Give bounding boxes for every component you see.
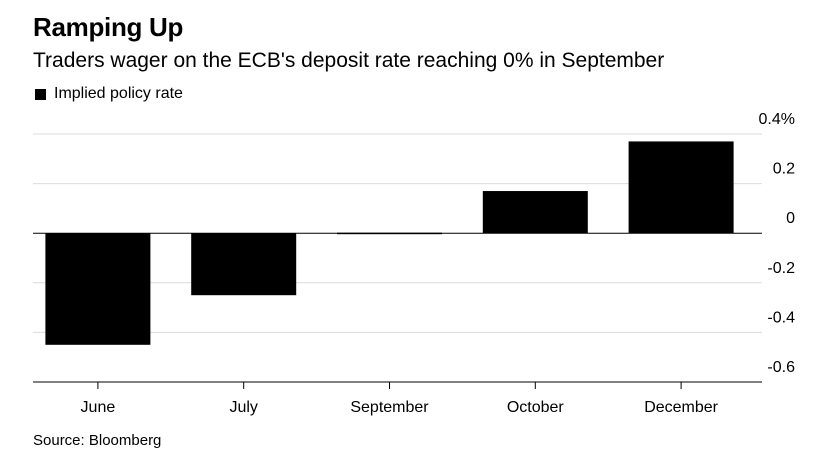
- chart-title: Ramping Up: [33, 12, 184, 42]
- x-tick-label: June: [81, 399, 116, 416]
- y-tick-label: -0.4: [767, 309, 795, 326]
- y-axis: 0.4% 0.2 0 -0.2 -0.4 -0.6: [759, 111, 796, 376]
- x-tick-label: July: [229, 399, 257, 416]
- x-tick-label: December: [644, 399, 718, 416]
- chart-subtitle: Traders wager on the ECB's deposit rate …: [33, 49, 665, 72]
- source-note: Source: Bloomberg: [33, 432, 162, 449]
- bar-june: [45, 233, 151, 345]
- y-tick-label: 0.4%: [759, 111, 795, 128]
- x-tick-label: September: [350, 399, 429, 416]
- x-tick-label: October: [507, 399, 565, 416]
- legend-label: Implied policy rate: [54, 85, 183, 102]
- y-tick-label: -0.2: [767, 260, 795, 277]
- x-axis: June July September October December: [33, 381, 762, 416]
- legend: Implied policy rate: [35, 85, 183, 103]
- bar-december: [628, 141, 734, 234]
- legend-swatch: [35, 88, 46, 100]
- bar-july: [191, 233, 297, 296]
- y-tick-label: 0: [786, 210, 795, 227]
- y-tick-label: 0.2: [773, 161, 795, 178]
- bar-october: [482, 191, 588, 234]
- y-tick-label: -0.6: [767, 359, 795, 376]
- bars: [45, 141, 734, 345]
